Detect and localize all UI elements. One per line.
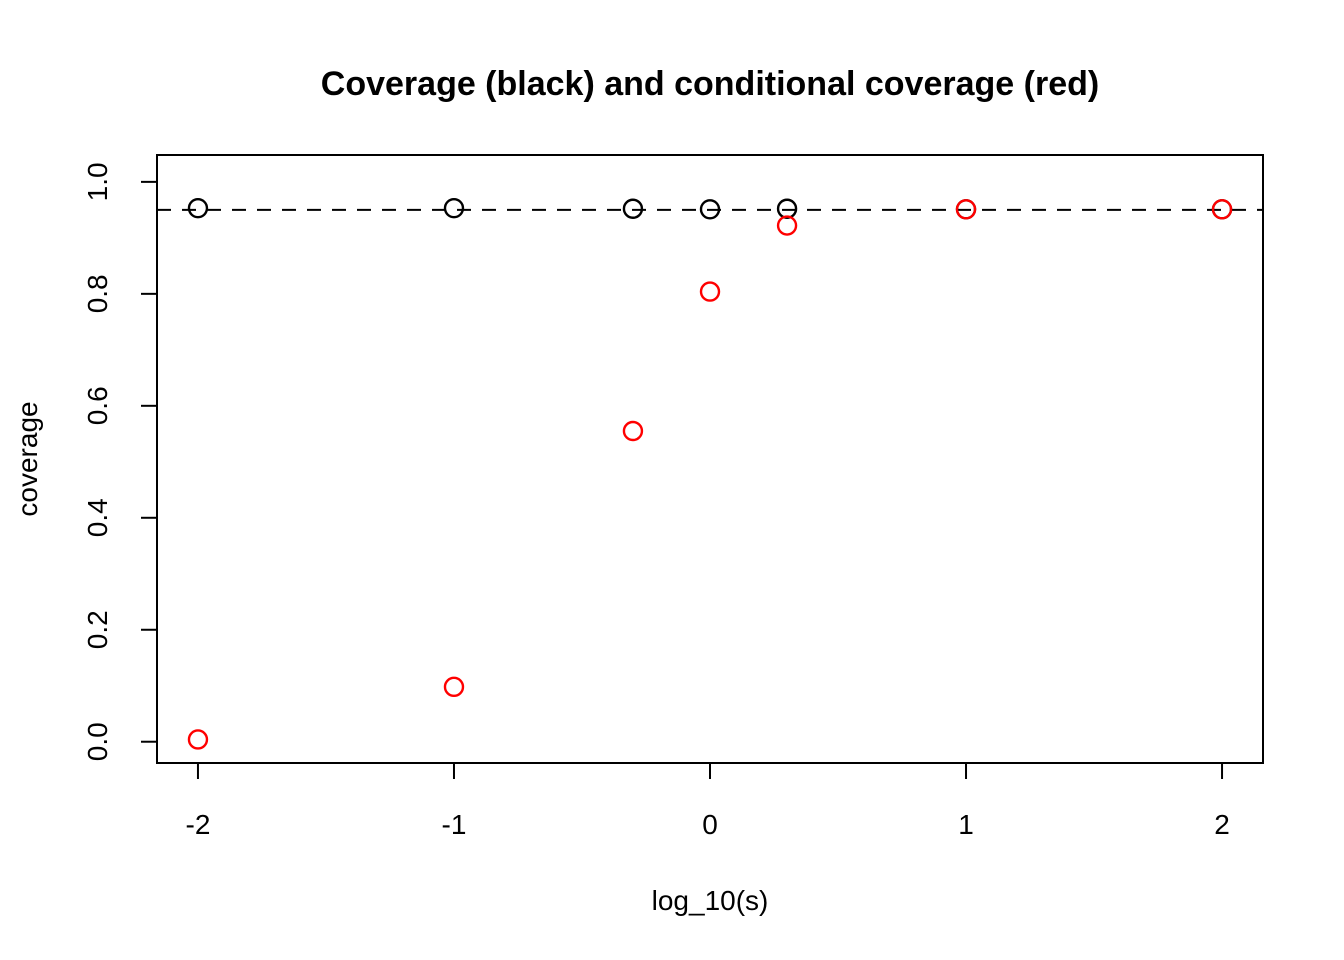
y-tick-label: 0.8	[82, 274, 113, 313]
point-coverage	[699, 199, 721, 220]
x-tick-label: 1	[958, 809, 974, 840]
point-conditional-coverage	[187, 729, 209, 750]
plot-border	[156, 154, 1264, 764]
point-conditional-coverage	[443, 676, 465, 698]
point-coverage	[622, 198, 644, 219]
point-coverage	[187, 197, 209, 219]
x-axis-label: log_10(s)	[651, 885, 769, 916]
x-tick-label: 0	[702, 809, 718, 840]
x-tick-label: 2	[1214, 809, 1230, 840]
point-conditional-coverage	[1211, 199, 1233, 220]
y-tick-label: 0.2	[82, 610, 113, 649]
point-conditional-coverage	[622, 420, 644, 442]
y-tick-label: 0.4	[82, 498, 113, 537]
chart-title: Coverage (black) and conditional coverag…	[320, 65, 1100, 103]
y-tick-label: 1.0	[82, 162, 113, 201]
point-conditional-coverage	[955, 199, 977, 220]
x-tick-label: -2	[186, 809, 211, 840]
y-tick-label: 0.0	[82, 722, 113, 761]
y-tick-label: 0.6	[82, 386, 113, 425]
y-axis-label: coverage	[12, 401, 43, 517]
x-tick-label: -1	[442, 809, 467, 840]
point-conditional-coverage	[699, 281, 721, 302]
point-coverage	[443, 197, 465, 219]
point-conditional-coverage	[776, 215, 798, 236]
point-coverage	[776, 198, 798, 219]
